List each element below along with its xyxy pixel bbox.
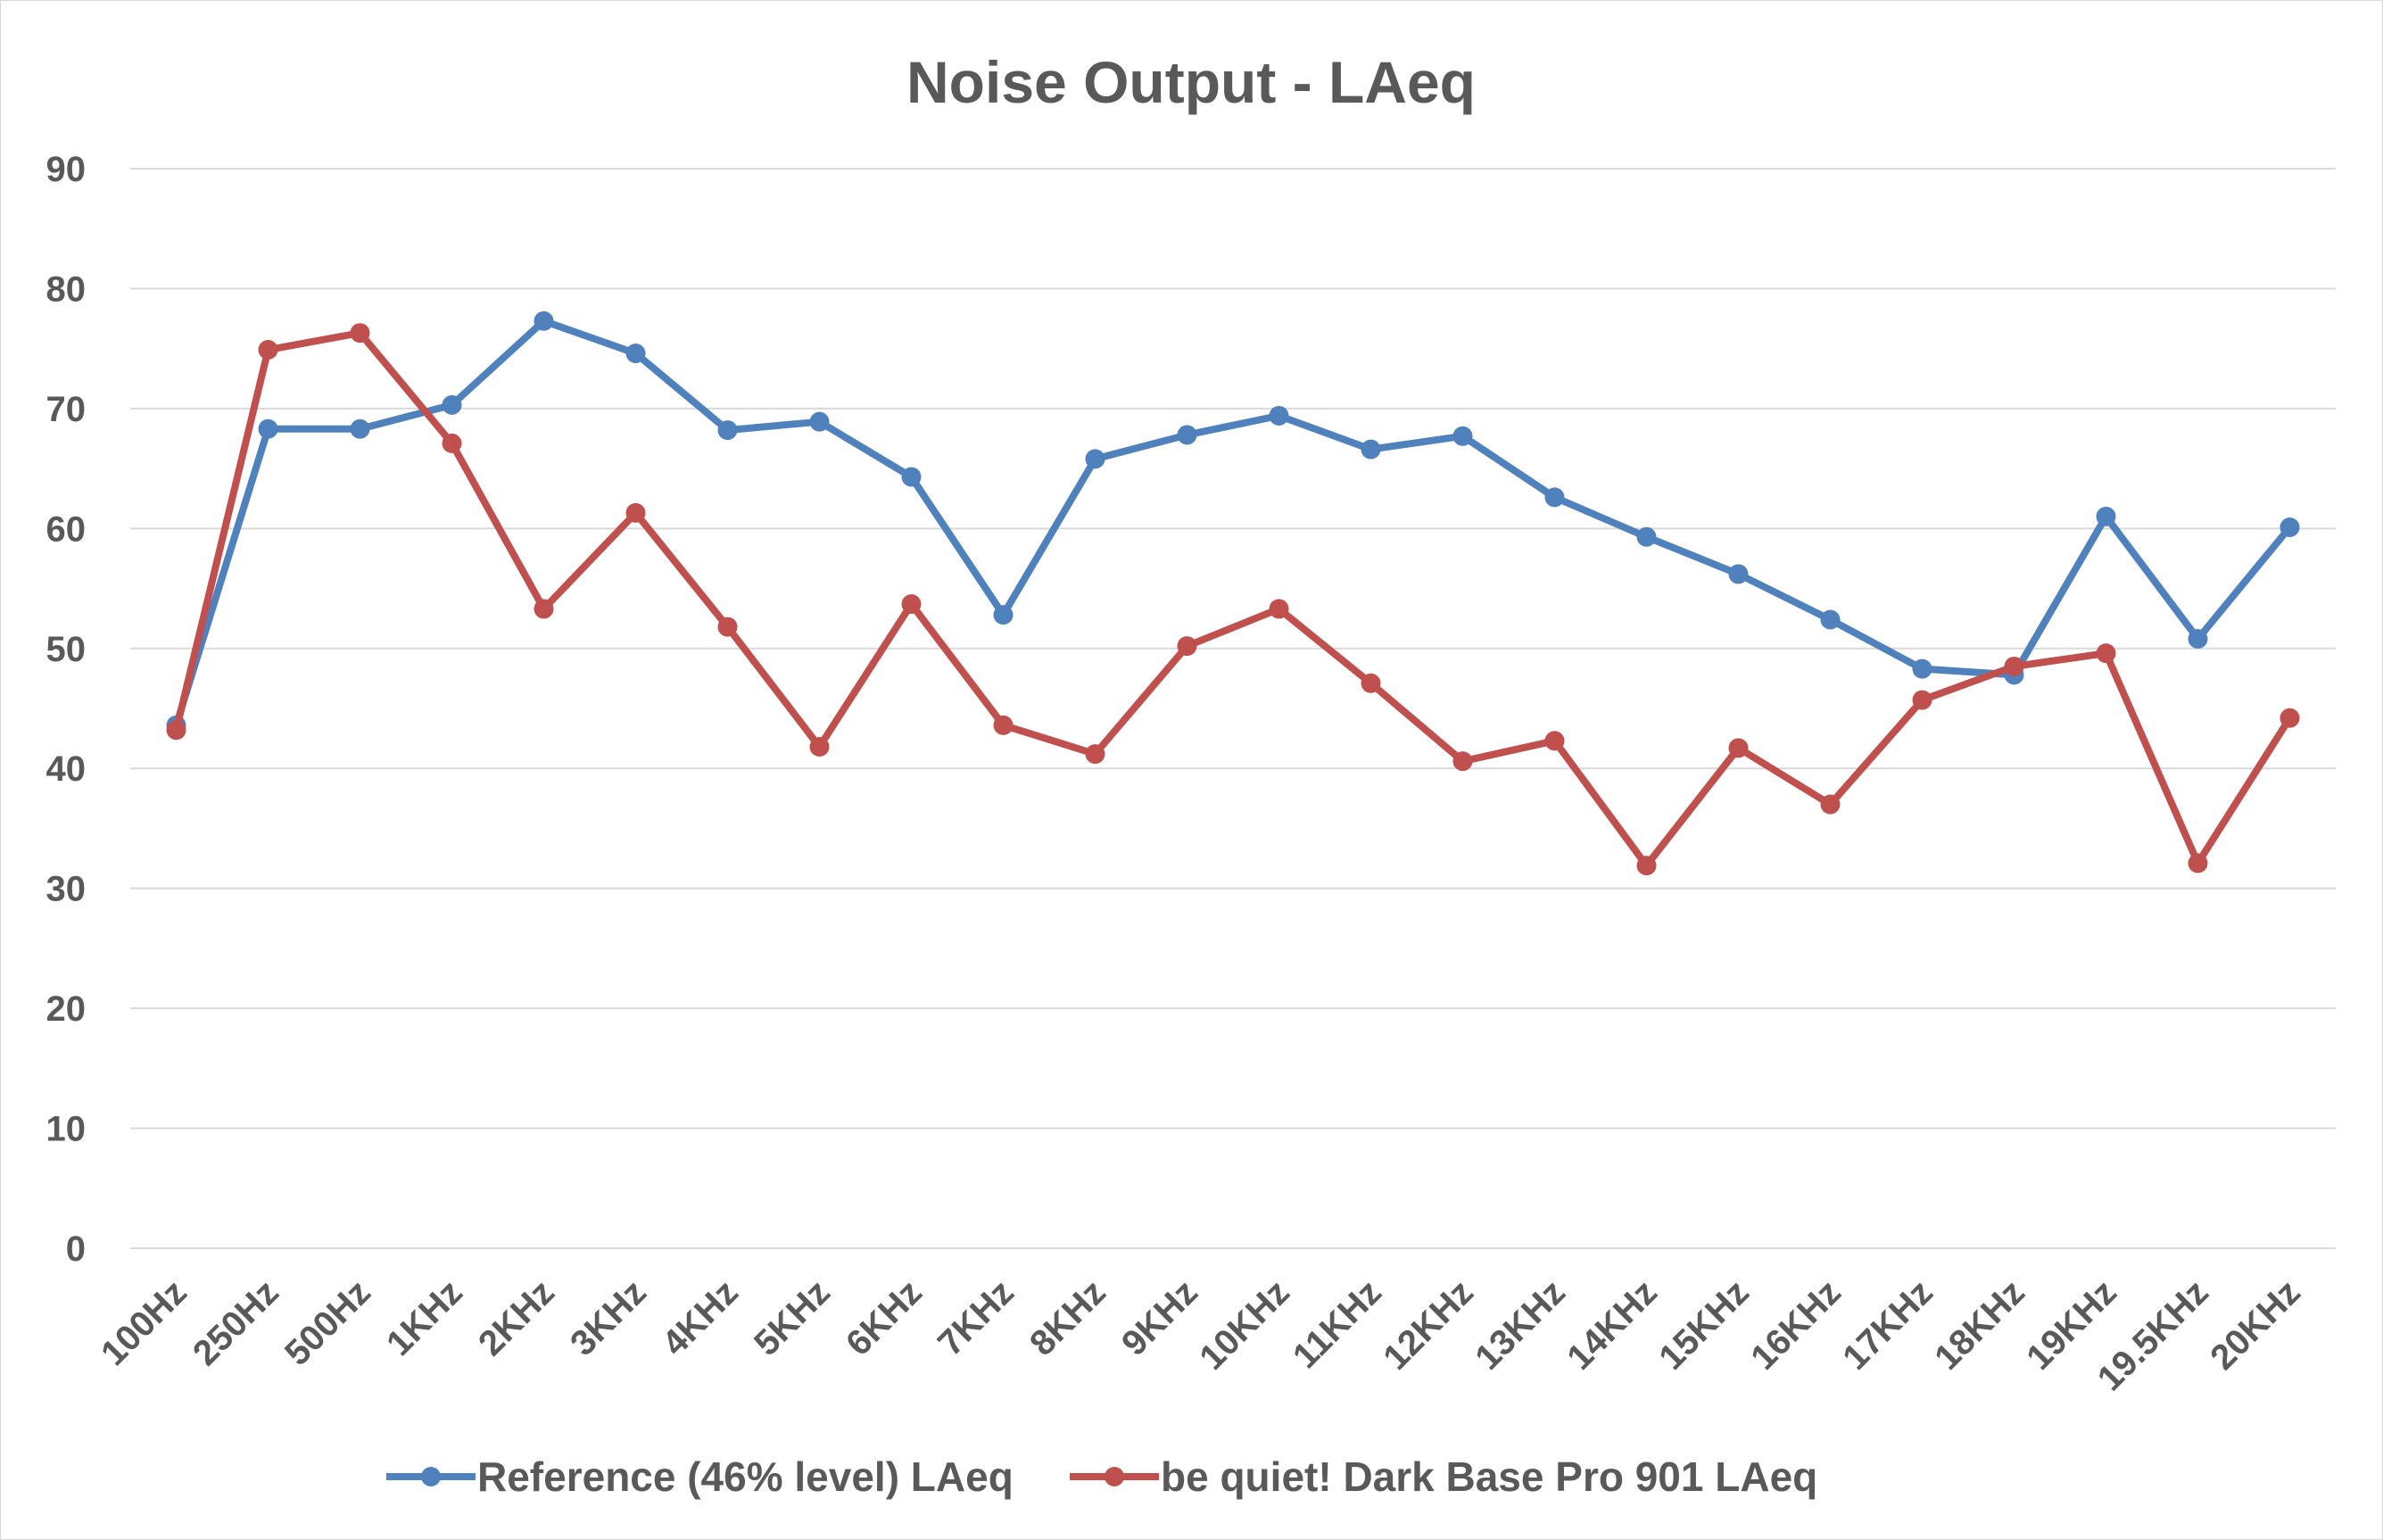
legend: Reference (46% level) LAeq be quiet! Dark… [386, 1453, 1817, 1500]
data-point [625, 344, 646, 364]
data-point [442, 394, 462, 415]
data-point [1728, 564, 1749, 584]
data-point [2004, 656, 2024, 676]
x-tick-label: 4KHz [655, 1272, 746, 1363]
data-point [350, 418, 370, 439]
x-tick-label: 11KHz [1286, 1272, 1389, 1376]
y-tick-label: 70 [46, 390, 87, 429]
x-tick-label: 7KHz [931, 1272, 1022, 1363]
x-tick-label: 1KHz [379, 1272, 470, 1363]
y-axis-tick-labels: 0 10 20 30 40 50 60 70 80 90 [46, 150, 87, 1269]
data-point [534, 310, 554, 331]
y-tick-label: 0 [66, 1230, 86, 1269]
legend-swatch-marker [1105, 1467, 1124, 1486]
data-point [901, 467, 922, 487]
data-point [993, 715, 1014, 735]
legend-label: be quiet! Dark Base Pro 901 LAeq [1161, 1453, 1817, 1500]
series-line [172, 317, 2294, 729]
x-tick-label: 8KHz [1022, 1272, 1113, 1363]
y-tick-label: 50 [46, 630, 87, 669]
y-tick-label: 90 [46, 150, 87, 189]
data-point [2280, 708, 2300, 728]
data-point [2096, 643, 2116, 664]
data-point [1912, 658, 1932, 679]
x-tick-label: 500Hz [277, 1272, 378, 1373]
data-point [258, 418, 278, 439]
data-point [1085, 744, 1105, 765]
data-point [1269, 405, 1289, 426]
data-point [2188, 853, 2208, 873]
x-tick-label: 12KHz [1376, 1272, 1481, 1378]
data-point [1912, 690, 1932, 710]
legend-swatch-marker [421, 1467, 441, 1486]
x-tick-label: 10KHz [1192, 1272, 1297, 1378]
data-point [1820, 794, 1841, 815]
data-point [2280, 517, 2300, 537]
data-point [717, 420, 738, 441]
data-point [809, 411, 830, 432]
x-tick-label: 6KHz [839, 1272, 930, 1363]
data-point [901, 594, 922, 615]
series-1 [166, 310, 2300, 735]
data-point [1636, 856, 1657, 876]
series-2 [166, 323, 2300, 876]
data-point [258, 340, 278, 360]
x-tick-label: 18KHz [1927, 1272, 2032, 1378]
data-point [1269, 599, 1289, 619]
x-tick-label: 5KHz [747, 1272, 838, 1363]
y-tick-label: 30 [46, 870, 87, 909]
y-tick-label: 10 [46, 1110, 87, 1149]
legend-item: be quiet! Dark Base Pro 901 LAeq [1070, 1453, 1817, 1500]
data-point [625, 502, 646, 523]
data-point [1085, 449, 1105, 469]
y-tick-label: 60 [46, 509, 87, 549]
x-tick-label: 15KHz [1651, 1272, 1757, 1378]
legend-item: Reference (46% level) LAeq [386, 1453, 1014, 1500]
data-point [1177, 636, 1197, 657]
x-tick-label: 250Hz [186, 1272, 286, 1373]
data-point [1361, 673, 1381, 693]
x-tick-label: 16KHz [1743, 1272, 1849, 1378]
data-point [442, 433, 462, 453]
chart-title: Noise Output - LAeq [906, 49, 1476, 115]
data-point [1820, 609, 1841, 630]
data-point [350, 323, 370, 344]
data-point [534, 599, 554, 619]
x-tick-label: 20KHz [2203, 1272, 2308, 1378]
x-tick-label: 17KHz [1835, 1272, 1940, 1378]
y-tick-label: 80 [46, 269, 87, 309]
data-point [1544, 731, 1565, 751]
data-point [1361, 439, 1381, 460]
series-line [172, 329, 2294, 870]
series-lines [166, 310, 2300, 876]
data-point [1544, 487, 1565, 508]
data-point [2096, 506, 2116, 526]
legend-label: Reference (46% level) LAeq [477, 1453, 1014, 1500]
data-point [1636, 526, 1657, 547]
x-tick-label: 100Hz [94, 1272, 194, 1373]
data-point [1177, 425, 1197, 445]
x-tick-label: 2KHz [471, 1272, 562, 1363]
x-tick-label: 14KHz [1560, 1272, 1665, 1378]
data-point [809, 737, 830, 758]
data-point [1452, 426, 1473, 446]
data-point [166, 720, 186, 741]
data-point [1452, 751, 1473, 772]
data-point [717, 617, 738, 637]
data-point [1728, 738, 1749, 758]
gridlines [130, 168, 2336, 1249]
x-tick-label: 3KHz [563, 1272, 654, 1363]
data-point [2188, 629, 2208, 650]
y-tick-label: 20 [46, 989, 87, 1029]
y-tick-label: 40 [46, 749, 87, 789]
data-point [993, 605, 1014, 625]
x-tick-label: 13KHz [1468, 1272, 1573, 1378]
